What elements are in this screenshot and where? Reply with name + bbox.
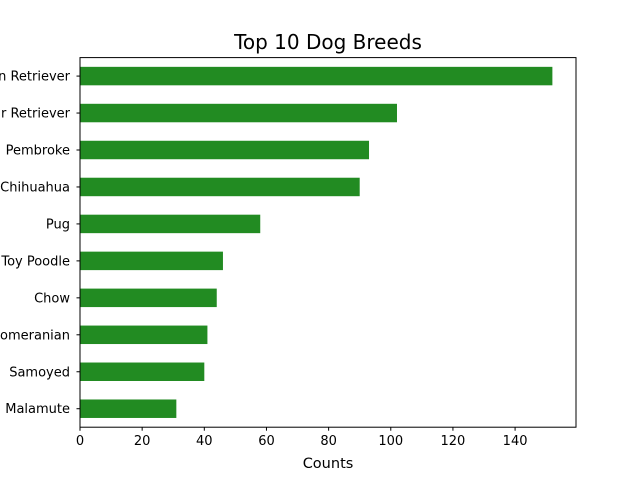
bar	[80, 103, 397, 123]
x-tick-label: 120	[441, 434, 466, 449]
x-tick-label: 80	[320, 434, 337, 449]
bar	[80, 399, 177, 418]
x-tick-label: 0	[76, 434, 84, 449]
bars-group	[80, 66, 553, 418]
y-tick-label: Samoyed	[9, 365, 70, 380]
x-axis-label: Counts	[303, 456, 354, 472]
bar	[80, 288, 217, 308]
plot-frame	[79, 57, 577, 428]
y-tick-label: Pembroke	[6, 144, 70, 159]
y-tick-label: Toy Poodle	[0, 254, 70, 269]
x-axis: 0 20 40 60 80 100 120 140	[76, 427, 528, 449]
y-axis: n Retriever r Retriever Pembroke Chihuahua P…	[0, 70, 80, 417]
bar	[80, 362, 205, 381]
y-tick-label: r Retriever	[1, 107, 71, 122]
x-tick-label: 20	[134, 434, 151, 449]
y-tick-label: Chihuahua	[0, 180, 70, 195]
bar	[80, 214, 261, 234]
x-tick-label: 40	[196, 434, 213, 449]
x-tick-label: 140	[503, 434, 528, 449]
y-tick-label: Chow	[34, 291, 70, 306]
bar	[80, 177, 360, 197]
bar	[80, 325, 208, 345]
bar	[80, 66, 553, 86]
y-tick-label: omeranian	[0, 328, 70, 343]
y-tick-label: n Retriever	[0, 70, 71, 85]
bar	[80, 251, 223, 271]
y-tick-label: Malamute	[5, 402, 70, 417]
bar	[80, 140, 370, 160]
x-tick-label: 60	[258, 434, 275, 449]
x-tick-label: 100	[378, 434, 403, 449]
y-tick-label: Pug	[46, 217, 70, 232]
chart-title: Top 10 Dog Breeds	[233, 30, 422, 54]
